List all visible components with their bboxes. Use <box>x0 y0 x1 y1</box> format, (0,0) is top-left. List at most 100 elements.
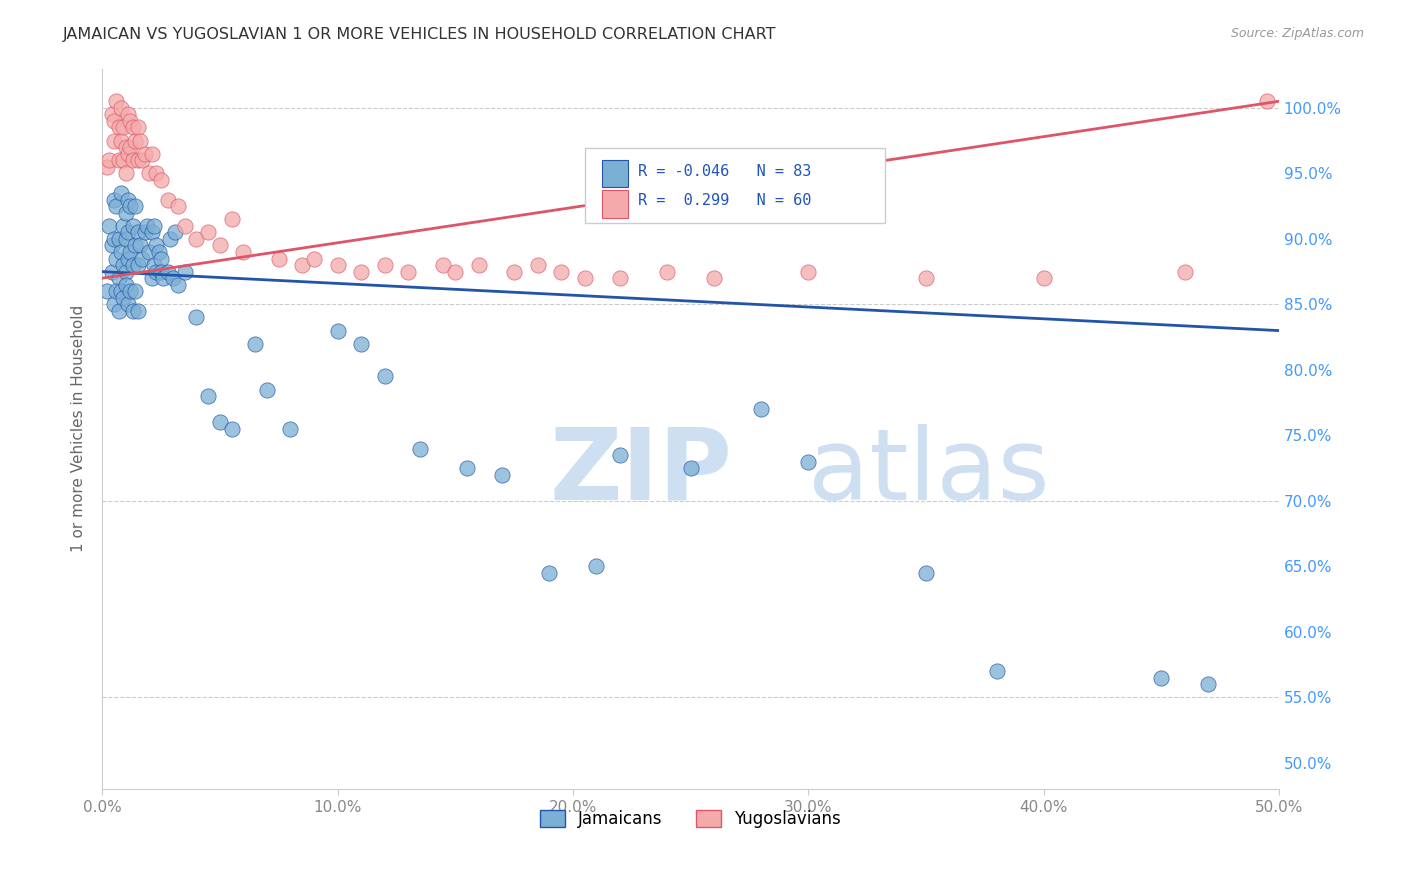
Point <box>145 166 167 180</box>
Point <box>107 232 129 246</box>
Point <box>703 271 725 285</box>
Point <box>120 285 142 299</box>
Point <box>121 304 143 318</box>
Text: Source: ZipAtlas.com: Source: ZipAtlas.com <box>1230 27 1364 40</box>
Point <box>150 265 173 279</box>
Point <box>136 219 159 233</box>
Point <box>221 422 243 436</box>
Point <box>396 265 419 279</box>
Point <box>1150 671 1173 685</box>
Point <box>121 120 143 135</box>
Point <box>114 232 136 246</box>
Point <box>110 186 132 200</box>
Point <box>117 193 139 207</box>
Point <box>98 153 121 168</box>
Point <box>166 277 188 292</box>
Point <box>374 258 396 272</box>
Point <box>105 252 128 266</box>
Point <box>105 199 128 213</box>
Point <box>103 114 125 128</box>
Point <box>103 134 125 148</box>
Point <box>468 258 491 272</box>
Point <box>655 265 678 279</box>
Point <box>110 101 132 115</box>
Point <box>134 146 156 161</box>
Point <box>585 559 607 574</box>
Point <box>124 199 146 213</box>
Point <box>121 219 143 233</box>
Point <box>96 285 118 299</box>
Point <box>112 153 135 168</box>
Point <box>444 265 467 279</box>
Point <box>173 219 195 233</box>
Point <box>96 160 118 174</box>
Point <box>150 173 173 187</box>
Point <box>120 244 142 259</box>
Point <box>103 193 125 207</box>
FancyBboxPatch shape <box>602 160 628 187</box>
Point <box>100 238 122 252</box>
Point <box>148 244 170 259</box>
Point <box>127 258 149 272</box>
Point <box>110 244 132 259</box>
Point <box>986 665 1008 679</box>
Y-axis label: 1 or more Vehicles in Household: 1 or more Vehicles in Household <box>72 305 86 552</box>
Point <box>127 153 149 168</box>
Point <box>110 134 132 148</box>
Point <box>152 271 174 285</box>
Legend: Jamaicans, Yugoslavians: Jamaicans, Yugoslavians <box>533 804 848 835</box>
Point <box>105 95 128 109</box>
Point <box>131 252 153 266</box>
Point <box>302 252 325 266</box>
Point <box>114 205 136 219</box>
Text: atlas: atlas <box>808 424 1050 521</box>
FancyBboxPatch shape <box>602 190 628 218</box>
Point <box>609 271 631 285</box>
Text: ZIP: ZIP <box>550 424 733 521</box>
Point <box>157 265 180 279</box>
Point <box>243 336 266 351</box>
Point <box>165 225 187 239</box>
Point <box>127 225 149 239</box>
Point <box>107 304 129 318</box>
Point <box>526 258 548 272</box>
Point <box>1197 677 1219 691</box>
Point <box>103 232 125 246</box>
Point <box>114 166 136 180</box>
Point <box>124 285 146 299</box>
Point <box>117 225 139 239</box>
Point <box>100 107 122 121</box>
Point <box>208 238 231 252</box>
Point <box>166 199 188 213</box>
Point <box>110 285 132 299</box>
Point <box>124 134 146 148</box>
Point <box>121 153 143 168</box>
Point <box>232 244 254 259</box>
Point <box>112 120 135 135</box>
Point <box>797 265 820 279</box>
Point <box>120 140 142 154</box>
Point <box>503 265 526 279</box>
Point <box>134 225 156 239</box>
Point <box>915 566 938 580</box>
Point <box>128 134 150 148</box>
Text: JAMAICAN VS YUGOSLAVIAN 1 OR MORE VEHICLES IN HOUSEHOLD CORRELATION CHART: JAMAICAN VS YUGOSLAVIAN 1 OR MORE VEHICL… <box>63 27 776 42</box>
Point <box>98 219 121 233</box>
Point <box>326 258 349 272</box>
Point <box>409 442 432 456</box>
Point <box>267 252 290 266</box>
Point <box>107 271 129 285</box>
Point <box>197 389 219 403</box>
Point <box>141 225 163 239</box>
Point <box>120 199 142 213</box>
Point <box>117 297 139 311</box>
Point <box>538 566 561 580</box>
Point <box>141 146 163 161</box>
Point <box>114 265 136 279</box>
Point <box>145 265 167 279</box>
Point <box>128 238 150 252</box>
Point <box>114 140 136 154</box>
Point <box>1032 271 1054 285</box>
Point <box>186 310 208 325</box>
Point <box>114 277 136 292</box>
